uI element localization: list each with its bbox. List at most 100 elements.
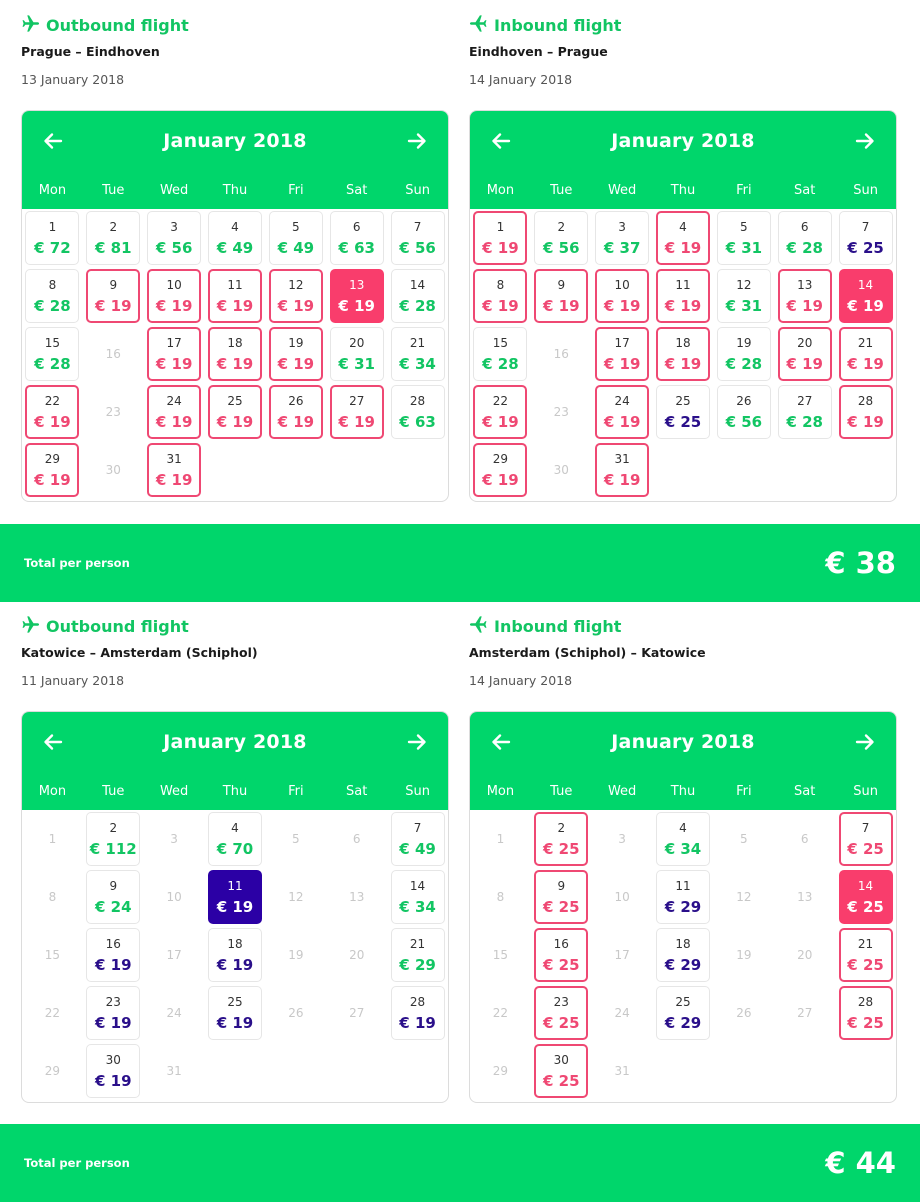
day-option-3[interactable]: 3 € 56 — [147, 211, 202, 265]
day-option-9[interactable]: 9 € 25 — [534, 870, 589, 924]
day-option-28[interactable]: 28 € 19 — [838, 385, 893, 439]
day-option-25[interactable]: 25 € 19 — [207, 986, 262, 1040]
day-option-11[interactable]: 11 € 19 — [655, 269, 710, 323]
day-option-6[interactable]: 6 € 63 — [329, 211, 384, 265]
calendar-month-label: January 2018 — [163, 130, 307, 152]
day-option-23[interactable]: 23 € 25 — [534, 986, 589, 1040]
prev-month-button[interactable] — [488, 729, 514, 755]
day-option-10[interactable]: 10 € 19 — [147, 269, 202, 323]
day-option-24[interactable]: 24 € 19 — [147, 385, 202, 439]
day-option-3[interactable]: 3 € 37 — [595, 211, 650, 265]
day-option-17[interactable]: 17 € 19 — [595, 327, 650, 381]
day-option-13[interactable]: 13 € 19 — [329, 269, 384, 323]
day-cell: 27 € 28 — [774, 383, 835, 441]
day-option-30[interactable]: 30 € 19 — [86, 1044, 141, 1098]
day-option-31[interactable]: 31 € 19 — [147, 443, 202, 497]
day-option-4[interactable]: 4 € 49 — [207, 211, 262, 265]
day-option-18[interactable]: 18 € 29 — [655, 928, 710, 982]
day-option-2[interactable]: 2 € 112 — [86, 812, 141, 866]
day-option-17[interactable]: 17 € 19 — [147, 327, 202, 381]
day-option-11[interactable]: 11 € 19 — [207, 269, 262, 323]
day-option-14[interactable]: 14 € 25 — [838, 870, 893, 924]
day-option-9[interactable]: 9 € 19 — [534, 269, 589, 323]
day-option-29[interactable]: 29 € 19 — [25, 443, 80, 497]
day-option-14[interactable]: 14 € 28 — [390, 269, 445, 323]
day-option-26[interactable]: 26 € 56 — [716, 385, 771, 439]
day-option-2[interactable]: 2 € 81 — [86, 211, 141, 265]
flight-title-label: Inbound flight — [494, 616, 622, 636]
day-option-18[interactable]: 18 € 19 — [207, 327, 262, 381]
day-option-2[interactable]: 2 € 25 — [534, 812, 589, 866]
day-option-8[interactable]: 8 € 19 — [473, 269, 528, 323]
day-option-9[interactable]: 9 € 19 — [86, 269, 141, 323]
day-option-18[interactable]: 18 € 19 — [207, 928, 262, 982]
day-option-11[interactable]: 11 € 19 — [207, 870, 262, 924]
day-price: € 19 — [216, 955, 254, 974]
prev-month-button[interactable] — [40, 729, 66, 755]
day-option-22[interactable]: 22 € 19 — [473, 385, 528, 439]
day-option-16[interactable]: 16 € 19 — [86, 928, 141, 982]
day-option-12[interactable]: 12 € 19 — [268, 269, 323, 323]
day-option-12[interactable]: 12 € 31 — [716, 269, 771, 323]
day-option-13[interactable]: 13 € 19 — [777, 269, 832, 323]
next-month-button[interactable] — [404, 729, 430, 755]
day-option-7[interactable]: 7 € 56 — [390, 211, 445, 265]
day-option-28[interactable]: 28 € 63 — [390, 385, 445, 439]
day-option-20[interactable]: 20 € 19 — [777, 327, 832, 381]
day-option-4[interactable]: 4 € 19 — [655, 211, 710, 265]
day-option-16[interactable]: 16 € 25 — [534, 928, 589, 982]
day-option-21[interactable]: 21 € 19 — [838, 327, 893, 381]
day-price: € 34 — [399, 354, 436, 373]
flight-title-label: Inbound flight — [494, 15, 622, 35]
day-option-11[interactable]: 11 € 29 — [655, 870, 710, 924]
day-option-31[interactable]: 31 € 19 — [595, 443, 650, 497]
day-option-15[interactable]: 15 € 28 — [473, 327, 528, 381]
next-month-button[interactable] — [852, 128, 878, 154]
day-option-25[interactable]: 25 € 25 — [655, 385, 710, 439]
day-option-24[interactable]: 24 € 19 — [595, 385, 650, 439]
day-option-10[interactable]: 10 € 19 — [595, 269, 650, 323]
day-option-9[interactable]: 9 € 24 — [86, 870, 141, 924]
day-option-1[interactable]: 1 € 72 — [25, 211, 80, 265]
day-option-8[interactable]: 8 € 28 — [25, 269, 80, 323]
day-option-1[interactable]: 1 € 19 — [473, 211, 528, 265]
day-option-15[interactable]: 15 € 28 — [25, 327, 80, 381]
day-option-5[interactable]: 5 € 31 — [716, 211, 771, 265]
day-option-25[interactable]: 25 € 29 — [655, 986, 710, 1040]
day-option-4[interactable]: 4 € 70 — [207, 812, 262, 866]
next-month-button[interactable] — [404, 128, 430, 154]
day-option-20[interactable]: 20 € 31 — [329, 327, 384, 381]
day-option-6[interactable]: 6 € 28 — [777, 211, 832, 265]
day-option-18[interactable]: 18 € 19 — [655, 327, 710, 381]
day-option-30[interactable]: 30 € 25 — [534, 1044, 589, 1098]
day-price: € 25 — [542, 897, 580, 916]
day-option-7[interactable]: 7 € 49 — [390, 812, 445, 866]
day-option-28[interactable]: 28 € 19 — [390, 986, 445, 1040]
prev-month-button[interactable] — [488, 128, 514, 154]
day-option-7[interactable]: 7 € 25 — [838, 812, 893, 866]
day-option-21[interactable]: 21 € 29 — [390, 928, 445, 982]
day-option-5[interactable]: 5 € 49 — [268, 211, 323, 265]
day-option-19[interactable]: 19 € 28 — [716, 327, 771, 381]
day-option-21[interactable]: 21 € 25 — [838, 928, 893, 982]
day-option-27[interactable]: 27 € 28 — [777, 385, 832, 439]
day-option-21[interactable]: 21 € 34 — [390, 327, 445, 381]
day-option-19[interactable]: 19 € 19 — [268, 327, 323, 381]
day-option-7[interactable]: 7 € 25 — [838, 211, 893, 265]
day-cell: 31 € 19 — [592, 441, 653, 499]
day-option-23[interactable]: 23 € 19 — [86, 986, 141, 1040]
day-option-2[interactable]: 2 € 56 — [534, 211, 589, 265]
day-option-29[interactable]: 29 € 19 — [473, 443, 528, 497]
day-number: 2 — [109, 820, 118, 835]
day-option-4[interactable]: 4 € 34 — [655, 812, 710, 866]
day-option-25[interactable]: 25 € 19 — [207, 385, 262, 439]
prev-month-button[interactable] — [40, 128, 66, 154]
day-cell: 6 — [326, 810, 387, 868]
day-option-28[interactable]: 28 € 25 — [838, 986, 893, 1040]
day-option-22[interactable]: 22 € 19 — [25, 385, 80, 439]
next-month-button[interactable] — [852, 729, 878, 755]
day-option-14[interactable]: 14 € 34 — [390, 870, 445, 924]
day-option-27[interactable]: 27 € 19 — [329, 385, 384, 439]
day-option-26[interactable]: 26 € 19 — [268, 385, 323, 439]
day-option-14[interactable]: 14 € 19 — [838, 269, 893, 323]
